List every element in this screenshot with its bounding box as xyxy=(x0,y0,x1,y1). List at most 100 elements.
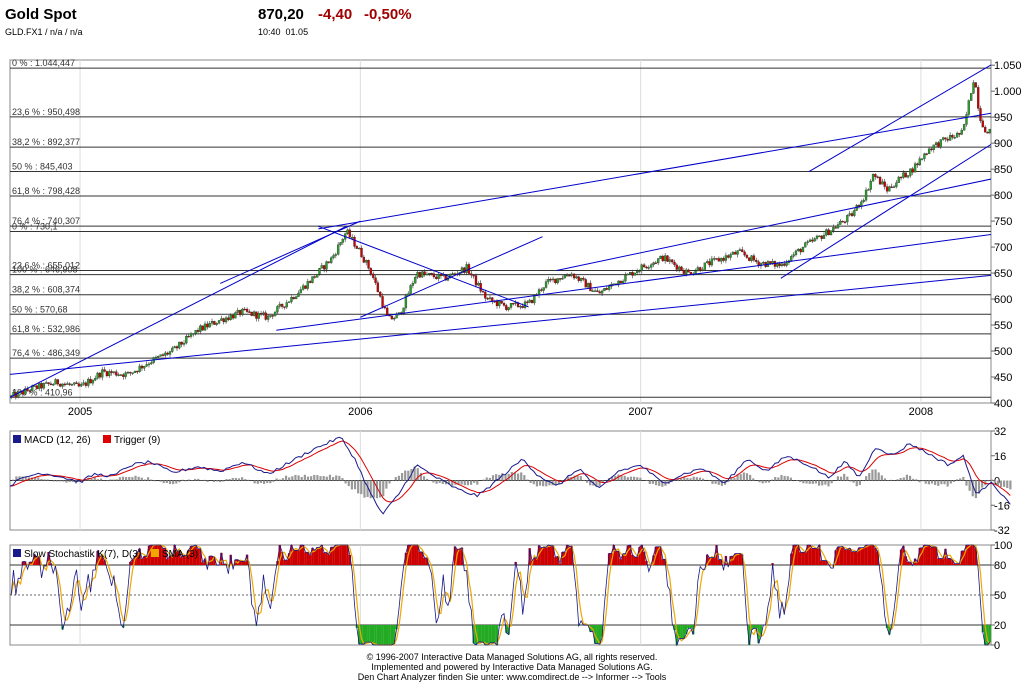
candle-up xyxy=(962,124,966,131)
overbought-fill xyxy=(841,546,844,565)
macd-histogram-bar xyxy=(786,476,789,481)
candle-down xyxy=(292,297,295,300)
fibonacci-label: 0 % : 730,1 xyxy=(12,221,58,231)
candle-up xyxy=(465,264,468,273)
candle-down xyxy=(432,273,436,278)
macd-histogram-bar xyxy=(614,475,617,481)
overbought-fill xyxy=(348,554,352,565)
candle-up xyxy=(685,269,688,274)
candle-up xyxy=(694,270,697,274)
macd-histogram-bar xyxy=(789,477,792,481)
macd-histogram-bar xyxy=(504,474,507,481)
candle-up xyxy=(913,163,917,173)
overbought-fill xyxy=(404,552,408,565)
candle-up xyxy=(301,285,305,290)
overbought-fill xyxy=(621,553,625,565)
overbought-fill xyxy=(189,546,193,565)
macd-histogram-bar xyxy=(595,480,598,487)
candle-up xyxy=(409,285,412,295)
candle-up xyxy=(570,273,573,276)
macd-histogram-bar xyxy=(836,476,840,481)
candle-down xyxy=(708,261,711,266)
candle-up xyxy=(652,262,655,265)
macd-histogram-bar xyxy=(118,477,121,481)
overbought-fill xyxy=(285,560,288,565)
overbought-fill xyxy=(143,556,146,565)
macd-histogram-bar xyxy=(225,479,228,481)
stochastic-ytick-label: 80 xyxy=(994,560,1006,572)
candle-up xyxy=(164,352,167,356)
oversold-fill xyxy=(682,625,686,639)
macd-histogram-bar xyxy=(394,477,397,481)
fibonacci-label: 100 % : 410,96 xyxy=(12,387,73,397)
macd-histogram-bar xyxy=(397,475,401,481)
candle-up xyxy=(591,290,594,292)
macd-histogram-bar xyxy=(818,480,821,486)
candle-down xyxy=(84,382,88,386)
candle-up xyxy=(217,320,221,324)
overbought-fill xyxy=(537,545,541,565)
price-ytick-label: 450 xyxy=(994,372,1012,384)
overbought-fill xyxy=(607,553,611,565)
candle-up xyxy=(785,262,788,266)
macd-histogram-bar xyxy=(629,476,633,481)
overbought-fill xyxy=(967,545,971,565)
overbought-fill xyxy=(969,545,973,565)
candle-up xyxy=(792,254,795,257)
overbought-fill xyxy=(297,550,300,565)
overbought-fill xyxy=(818,545,821,565)
candle-down xyxy=(369,268,373,275)
macd-histogram-bar xyxy=(658,480,661,486)
macd-histogram-bar xyxy=(347,480,350,487)
overbought-fill xyxy=(544,547,548,565)
overbought-fill xyxy=(958,563,961,565)
stochastic-panel: 0 20 50 80 100 Slow Stochastik K(7), D(3) SMA … xyxy=(9,540,1012,650)
candle-up xyxy=(808,239,812,242)
candle-down xyxy=(463,267,466,273)
candle-up xyxy=(537,289,541,296)
macd-histogram-bar xyxy=(360,480,363,495)
oversold-fill xyxy=(598,625,601,645)
candle-down xyxy=(201,325,204,331)
macd-histogram-bar xyxy=(115,479,118,481)
candle-up xyxy=(82,382,85,385)
candle-up xyxy=(33,385,36,387)
macd-histogram-bar xyxy=(567,476,570,481)
candle-down xyxy=(495,301,499,307)
candle-down xyxy=(584,279,587,288)
macd-histogram-bar xyxy=(745,473,749,481)
candle-down xyxy=(49,383,53,385)
candle-up xyxy=(224,317,228,323)
overbought-fill xyxy=(804,552,807,565)
candle-down xyxy=(568,275,571,277)
macd-histogram-bar xyxy=(90,478,93,481)
candle-up xyxy=(731,252,735,255)
candle-up xyxy=(920,158,924,160)
candle-down xyxy=(89,378,92,384)
macd-histogram-bar xyxy=(125,477,128,481)
candle-up xyxy=(297,292,300,297)
candle-up xyxy=(311,276,314,283)
oversold-fill xyxy=(369,625,373,643)
candle-down xyxy=(500,300,503,304)
macd-histogram-bar xyxy=(598,480,601,487)
macd-histogram-bar xyxy=(382,480,385,497)
candle-up xyxy=(416,272,419,278)
macd-histogram-bar xyxy=(846,476,849,481)
macd-histogram-bar xyxy=(902,477,905,481)
price-ytick-label: 650 xyxy=(994,268,1012,280)
fibonacci-label: 61,8 % : 532,986 xyxy=(12,324,80,334)
oversold-fill xyxy=(479,625,482,643)
overbought-fill xyxy=(222,563,225,565)
macd-histogram-bar xyxy=(623,475,626,481)
candle-down xyxy=(605,288,608,290)
overbought-fill xyxy=(414,545,417,565)
year-label: 2005 xyxy=(68,406,92,418)
candle-down xyxy=(820,235,823,239)
overbought-fill xyxy=(631,554,634,565)
candle-up xyxy=(941,137,945,140)
macd-histogram-bar xyxy=(432,480,435,483)
macd-histogram-bar xyxy=(749,474,752,481)
candle-down xyxy=(521,306,524,308)
candle-down xyxy=(491,297,494,302)
